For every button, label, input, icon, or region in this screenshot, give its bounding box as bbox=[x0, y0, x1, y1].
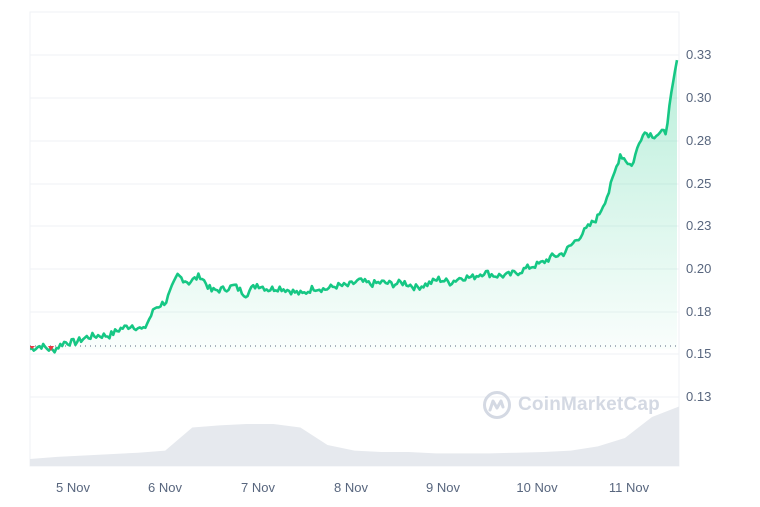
below-baseline-segment bbox=[30, 346, 35, 349]
y-tick-label: 0.25 bbox=[686, 176, 712, 191]
x-tick-label: 8 Nov bbox=[334, 480, 368, 495]
x-tick-label: 10 Nov bbox=[516, 480, 558, 495]
x-tick-label: 9 Nov bbox=[426, 480, 460, 495]
y-tick-label: 0.30 bbox=[686, 90, 712, 105]
watermark: CoinMarketCap bbox=[482, 390, 660, 420]
below-baseline-segment bbox=[48, 346, 54, 351]
y-tick-label: 0.18 bbox=[686, 304, 712, 319]
y-tick-label: 0.33 bbox=[686, 47, 712, 62]
y-tick-label: 0.15 bbox=[686, 346, 712, 361]
y-tick-label: 0.23 bbox=[686, 218, 712, 233]
y-tick-label: 0.20 bbox=[686, 261, 712, 276]
price-area-fill bbox=[30, 60, 677, 353]
x-tick-label: 11 Nov bbox=[608, 480, 650, 495]
gridlines bbox=[30, 54, 679, 398]
y-tick-label: 0.13 bbox=[686, 389, 712, 404]
price-line bbox=[30, 59, 679, 354]
x-tick-label: 5 Nov bbox=[56, 480, 90, 495]
x-tick-label: 6 Nov bbox=[148, 480, 182, 495]
volume-area bbox=[30, 406, 679, 466]
coinmarketcap-logo-icon bbox=[483, 391, 511, 419]
y-tick-label: 0.28 bbox=[686, 133, 712, 148]
watermark-text: CoinMarketCap bbox=[518, 394, 660, 415]
x-tick-label: 7 Nov bbox=[241, 480, 275, 495]
